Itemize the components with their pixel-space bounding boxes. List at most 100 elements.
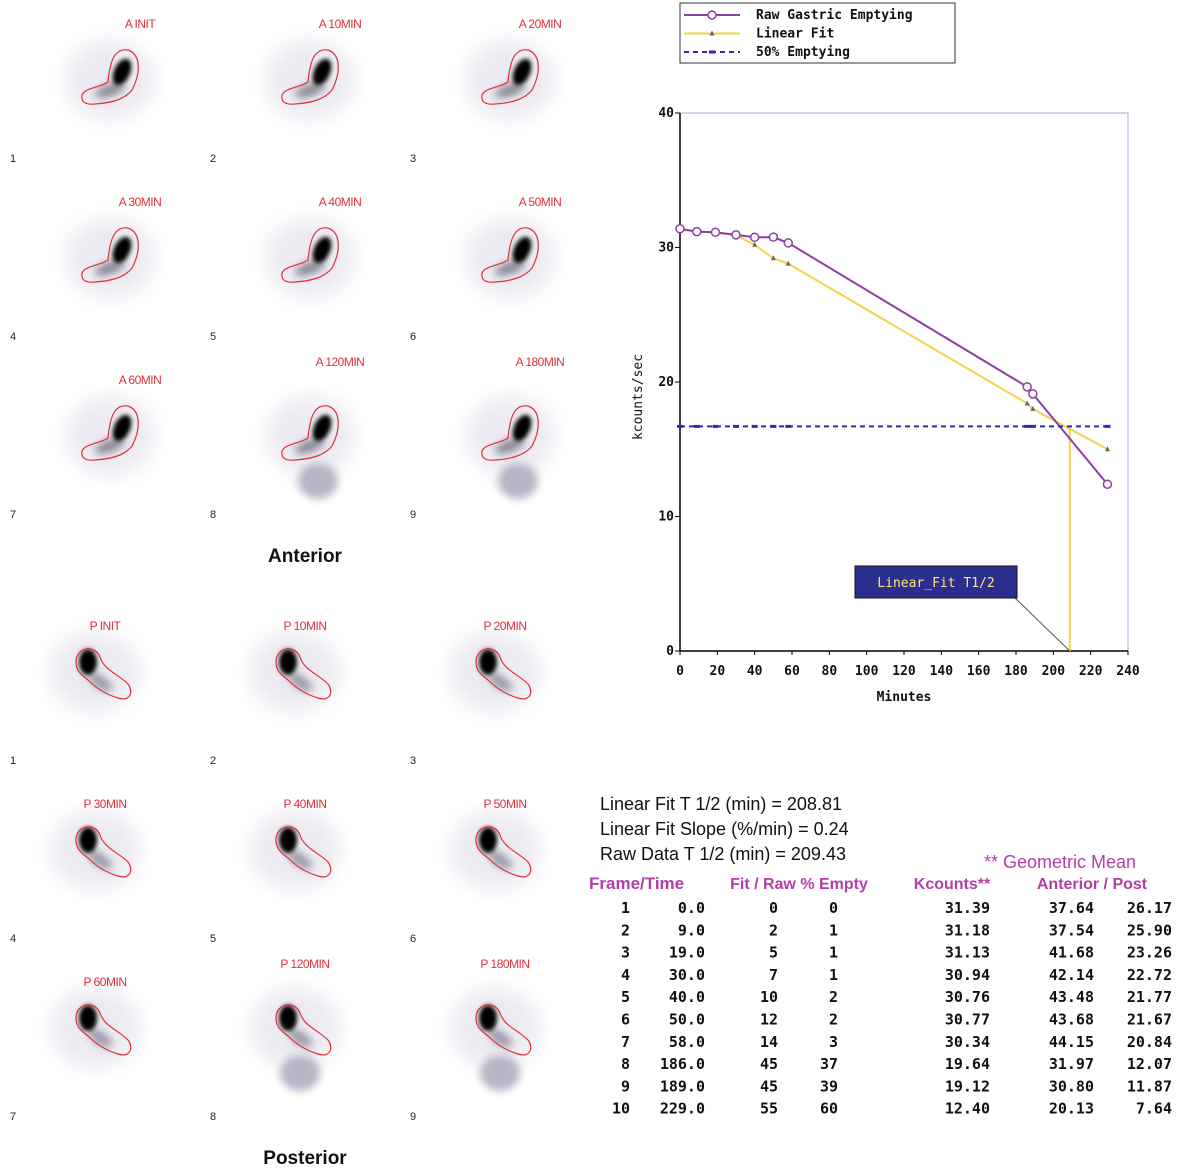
table-cell: 2 xyxy=(829,988,838,1006)
frame-label: A 180MIN xyxy=(516,355,565,369)
point xyxy=(752,241,758,247)
point xyxy=(1028,389,1038,399)
table-cell: 40.0 xyxy=(669,988,705,1006)
stat-line: Linear Fit T 1/2 (min) = 208.81 xyxy=(600,794,842,814)
roi-outline xyxy=(275,826,332,878)
background-haze xyxy=(265,40,355,120)
background-haze xyxy=(465,40,555,120)
table-cell: 43.48 xyxy=(1049,988,1094,1006)
frame-number: 7 xyxy=(10,509,16,521)
table-cell: 25.90 xyxy=(1127,921,1172,939)
point xyxy=(770,255,776,261)
table-cell: 20.84 xyxy=(1127,1033,1172,1051)
smear xyxy=(294,260,326,276)
x-tick-label: 40 xyxy=(747,664,763,679)
frame-number: 9 xyxy=(410,1111,416,1123)
legend-label: Linear Fit xyxy=(756,27,834,42)
frame-label: P 40MIN xyxy=(284,797,327,811)
view-title: Anterior xyxy=(268,546,343,567)
point xyxy=(710,227,721,238)
table-cell: 2 xyxy=(829,1011,838,1029)
frame-label: P 50MIN xyxy=(484,797,527,811)
table-cell: 4 xyxy=(621,966,630,984)
point xyxy=(768,232,779,242)
legend-marker xyxy=(709,30,715,36)
point xyxy=(1024,400,1030,406)
roi-outline xyxy=(481,405,539,461)
gastric-activity xyxy=(512,58,532,86)
gastric-activity xyxy=(79,649,97,675)
legend-marker xyxy=(707,10,717,20)
frame-label: P 180MIN xyxy=(480,957,529,971)
frame-number: 6 xyxy=(410,331,416,343)
gastric-activity xyxy=(79,1005,97,1031)
frame-label: A 40MIN xyxy=(319,195,362,209)
roi-outline xyxy=(81,227,139,283)
legend-label: 50% Emptying xyxy=(756,45,850,60)
frame-label: A 10MIN xyxy=(319,17,362,31)
table-cell: 31.18 xyxy=(945,921,990,939)
frame-label: A 50MIN xyxy=(519,195,562,209)
frame-label: A 120MIN xyxy=(316,355,365,369)
gastric-activity xyxy=(279,649,297,675)
background-haze xyxy=(450,632,540,712)
smear xyxy=(488,850,512,870)
table-cell: 21.77 xyxy=(1127,988,1172,1006)
table-cell: 9 xyxy=(621,1077,630,1095)
frame-label: A INIT xyxy=(125,17,157,31)
smear xyxy=(88,850,112,870)
roi-outline xyxy=(281,405,339,461)
point xyxy=(692,226,702,237)
table-cell: 30.34 xyxy=(945,1033,990,1051)
roi-outline xyxy=(475,648,532,700)
frame-number: 7 xyxy=(10,1111,16,1123)
x-tick-label: 20 xyxy=(710,664,726,679)
smear xyxy=(88,672,112,692)
gastric-activity xyxy=(312,236,332,264)
table-cell: 19.64 xyxy=(945,1055,990,1073)
background-haze xyxy=(450,810,540,890)
y-tick-label: 40 xyxy=(658,106,674,121)
series-line xyxy=(679,229,1108,451)
table-cell: 14 xyxy=(760,1033,778,1051)
frame-number: 3 xyxy=(410,755,416,767)
table-cell: 30.77 xyxy=(945,1011,990,1029)
scan-frame: A 50MIN 6 xyxy=(410,195,562,343)
table-cell: 0 xyxy=(769,899,778,917)
scan-frame: A 20MIN 3 xyxy=(410,17,562,165)
table-cell: 1 xyxy=(829,966,838,984)
table-cell: 0.0 xyxy=(678,899,705,917)
scan-frame: A 30MIN 4 xyxy=(10,195,162,343)
legend-label: Raw Gastric Emptying xyxy=(756,8,913,23)
stat-line: Raw Data T 1/2 (min) = 209.43 xyxy=(600,844,846,864)
gastric-activity xyxy=(279,1005,297,1031)
table-cell: 30.94 xyxy=(945,966,990,984)
smear xyxy=(88,1028,112,1048)
annotation-connector xyxy=(1014,597,1071,652)
point xyxy=(1030,405,1036,411)
gastric-activity xyxy=(112,236,132,264)
table-cell: 43.68 xyxy=(1049,1011,1094,1029)
scan-frame: P 20MIN 3 xyxy=(410,619,540,767)
table-cell: 21.67 xyxy=(1127,1011,1172,1029)
table-cell: 12.40 xyxy=(945,1100,990,1118)
x-tick-label: 80 xyxy=(822,664,838,679)
smear xyxy=(94,82,126,98)
table-cell: 7 xyxy=(769,966,778,984)
frame-number: 2 xyxy=(210,153,216,165)
scan-frame: P 180MIN 9 xyxy=(410,957,540,1123)
frame-number: 8 xyxy=(210,509,216,521)
frame-label: A 20MIN xyxy=(519,17,562,31)
table-cell: 189.0 xyxy=(660,1077,705,1095)
smear xyxy=(94,260,126,276)
table-cell: 39 xyxy=(820,1077,838,1095)
series-line xyxy=(679,227,1109,485)
background-haze xyxy=(65,40,155,120)
scan-frame: P 50MIN 6 xyxy=(410,797,540,945)
annotation-text: Linear_Fit T1/2 xyxy=(877,576,994,591)
scan-frame: P 40MIN 5 xyxy=(210,797,340,945)
table-cell: 22.72 xyxy=(1127,966,1172,984)
smear xyxy=(288,850,312,870)
point xyxy=(783,238,794,248)
